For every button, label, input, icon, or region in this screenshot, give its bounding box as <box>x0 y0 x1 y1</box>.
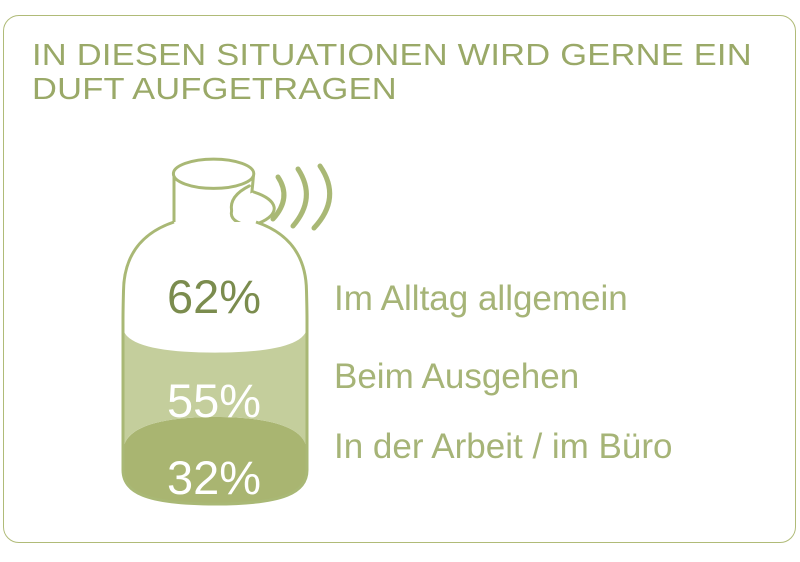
svg-text:55%: 55% <box>167 374 261 427</box>
svg-text:32%: 32% <box>167 451 261 504</box>
svg-text:62%: 62% <box>167 270 261 323</box>
